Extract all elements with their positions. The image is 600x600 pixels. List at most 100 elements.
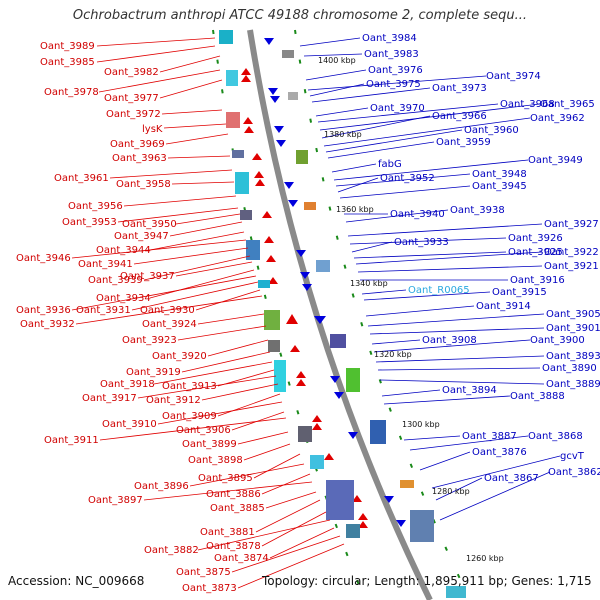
gene-block[interactable]	[226, 70, 238, 86]
gene-arrow[interactable]	[274, 126, 284, 133]
gene-block[interactable]	[240, 210, 252, 220]
gene-label[interactable]: Oant_3867	[484, 473, 539, 484]
gene-label[interactable]: Oant_3917	[82, 393, 137, 404]
gene-block[interactable]	[282, 50, 294, 58]
gene-label[interactable]: Oant_3958	[116, 179, 171, 190]
gene-label[interactable]: Oant_3941	[78, 259, 133, 270]
gene-block[interactable]	[310, 455, 324, 469]
gene-label[interactable]: Oant_3937	[120, 271, 175, 282]
gene-label[interactable]: Oant_3933	[394, 237, 449, 248]
gene-arrow[interactable]	[243, 117, 253, 124]
gene-label[interactable]: Oant_3873	[182, 583, 237, 594]
gene-label[interactable]: Oant_3984	[362, 33, 417, 44]
gene-label[interactable]: Oant_3969	[110, 139, 165, 150]
gene-label[interactable]: Oant_3978	[44, 87, 99, 98]
gene-label[interactable]: Oant_3914	[476, 301, 531, 312]
gene-arrow[interactable]	[241, 75, 251, 82]
gene-label[interactable]: Oant_3968	[500, 99, 555, 110]
gene-label[interactable]: Oant_3939	[88, 275, 143, 286]
gene-label[interactable]: Oant_3913	[162, 381, 217, 392]
gene-label[interactable]: Oant_3973	[432, 83, 487, 94]
gene-label[interactable]: Oant_3925	[508, 247, 563, 258]
gene-label[interactable]: Oant_3894	[442, 385, 497, 396]
gene-label[interactable]: Oant_3882	[144, 545, 199, 556]
gene-label[interactable]: lysK	[142, 124, 163, 135]
gene-label[interactable]: Oant_3974	[486, 71, 541, 82]
gene-label[interactable]: Oant_3946	[16, 253, 71, 264]
gene-label[interactable]: Oant_3897	[88, 495, 143, 506]
gene-label[interactable]: Oant_3960	[464, 125, 519, 136]
gene-label[interactable]: Oant_R0065	[408, 285, 470, 296]
gene-arrow[interactable]	[296, 379, 306, 386]
gene-label[interactable]: Oant_3878	[206, 541, 261, 552]
gene-block[interactable]	[258, 280, 270, 288]
gene-block[interactable]	[246, 240, 260, 260]
gene-block[interactable]	[410, 510, 434, 542]
gene-label[interactable]: Oant_3893	[546, 351, 600, 362]
gene-label[interactable]: Oant_3956	[68, 201, 123, 212]
gene-arrow[interactable]	[296, 250, 306, 257]
gene-block[interactable]	[288, 92, 298, 100]
gene-label[interactable]: Oant_3961	[54, 173, 109, 184]
gene-label[interactable]: Oant_3934	[96, 293, 151, 304]
gene-label[interactable]: Oant_3876	[472, 447, 527, 458]
gene-arrow[interactable]	[241, 68, 251, 75]
gene-arrow[interactable]	[334, 392, 344, 399]
gene-label[interactable]: Oant_3906	[176, 425, 231, 436]
gene-arrow[interactable]	[358, 513, 368, 520]
gene-label[interactable]: Oant_3975	[366, 79, 421, 90]
gene-arrow[interactable]	[262, 211, 272, 218]
gene-label[interactable]: Oant_3962	[530, 113, 585, 124]
gene-label[interactable]: Oant_3885	[210, 503, 265, 514]
gene-arrow[interactable]	[384, 496, 394, 503]
gene-label[interactable]: Oant_3944	[96, 245, 151, 256]
gene-label[interactable]: Oant_3983	[364, 49, 419, 60]
gene-label[interactable]: Oant_3874	[214, 553, 269, 564]
gene-label[interactable]: Oant_3965	[540, 99, 595, 110]
gene-block[interactable]	[219, 30, 233, 44]
gene-block[interactable]	[304, 202, 316, 210]
gene-label[interactable]: Oant_3945	[472, 181, 527, 192]
gene-arrow[interactable]	[358, 521, 368, 528]
gene-label[interactable]: Oant_3948	[472, 169, 527, 180]
gene-label[interactable]: Oant_3895	[198, 473, 253, 484]
gene-label[interactable]: Oant_3940	[390, 209, 445, 220]
gene-label[interactable]: Oant_3912	[146, 395, 201, 406]
gene-block[interactable]	[346, 524, 360, 538]
gene-label[interactable]: Oant_3930	[140, 305, 195, 316]
gene-label[interactable]: Oant_3887	[462, 431, 517, 442]
gene-label[interactable]: Oant_3896	[134, 481, 189, 492]
gene-block[interactable]	[235, 172, 249, 194]
gene-label[interactable]: fabG	[378, 159, 402, 170]
gene-block[interactable]	[370, 420, 386, 444]
gene-label[interactable]: Oant_3936	[16, 305, 71, 316]
gene-block[interactable]	[346, 368, 360, 392]
gene-label[interactable]: Oant_3953	[62, 217, 117, 228]
gene-block[interactable]	[268, 340, 280, 352]
gene-arrow[interactable]	[254, 171, 264, 178]
gene-label[interactable]: Oant_3989	[40, 41, 95, 52]
gene-block[interactable]	[264, 310, 280, 330]
gene-arrow[interactable]	[255, 179, 265, 186]
gene-label[interactable]: Oant_3881	[200, 527, 255, 538]
gene-label[interactable]: Oant_3909	[162, 411, 217, 422]
gene-label[interactable]: Oant_3890	[542, 363, 597, 374]
gene-label[interactable]: Oant_3920	[152, 351, 207, 362]
gene-block[interactable]	[326, 480, 354, 520]
gene-arrow[interactable]	[312, 423, 322, 430]
gene-label[interactable]: Oant_3947	[114, 231, 169, 242]
gene-arrow[interactable]	[244, 126, 254, 133]
gene-label[interactable]: Oant_3931	[76, 305, 131, 316]
gene-block[interactable]	[298, 426, 312, 442]
gene-label[interactable]: Oant_3924	[142, 319, 197, 330]
gene-arrow[interactable]	[264, 38, 274, 45]
gene-label[interactable]: gcvT	[560, 451, 585, 462]
gene-arrow[interactable]	[312, 415, 322, 422]
gene-label[interactable]: Oant_3862	[548, 467, 600, 478]
gene-block[interactable]	[446, 586, 466, 598]
gene-arrow[interactable]	[352, 495, 362, 502]
gene-label[interactable]: Oant_3898	[188, 455, 243, 466]
gene-label[interactable]: Oant_3949	[528, 155, 583, 166]
gene-arrow[interactable]	[288, 200, 298, 207]
gene-label[interactable]: Oant_3922	[544, 247, 599, 258]
